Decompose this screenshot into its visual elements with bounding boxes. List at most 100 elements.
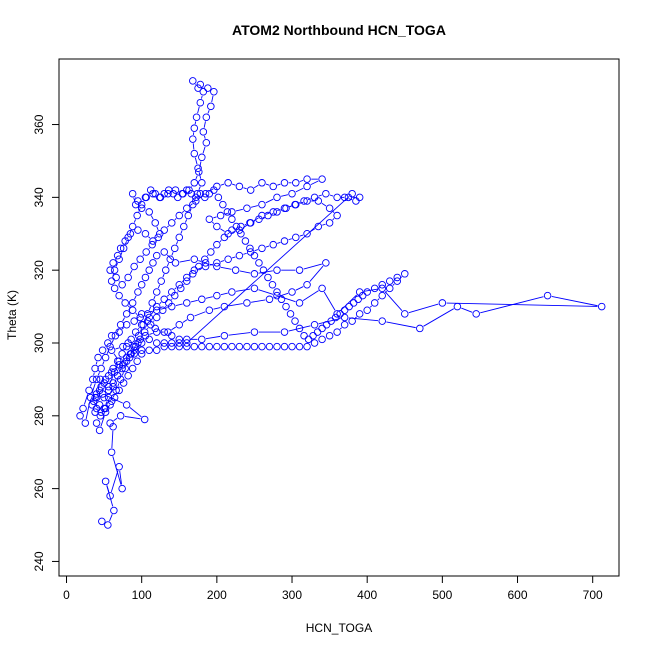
data-point	[269, 281, 276, 288]
data-point	[146, 209, 153, 216]
y-tick-label: 280	[32, 405, 46, 425]
data-point	[259, 343, 266, 350]
series-line-segment	[207, 255, 208, 256]
data-point	[102, 478, 109, 485]
data-point	[183, 205, 190, 212]
data-point	[229, 216, 236, 223]
data-point	[454, 303, 461, 310]
series-line-segment	[90, 383, 91, 386]
series-line-segment	[221, 261, 224, 262]
series-line-segment	[183, 284, 184, 285]
data-point	[138, 321, 145, 328]
data-point	[301, 332, 308, 339]
series-line-segment	[199, 187, 200, 190]
series-line-segment	[212, 222, 213, 223]
data-point	[225, 179, 232, 186]
data-point	[90, 376, 97, 383]
series-line-segment	[281, 297, 296, 302]
series-line-segment	[163, 274, 164, 277]
series-line-segment	[134, 219, 135, 222]
data-point	[161, 296, 168, 303]
data-point	[292, 234, 299, 241]
data-point	[349, 190, 356, 197]
data-point	[135, 289, 142, 296]
data-point	[274, 209, 281, 216]
series-line-segment	[160, 302, 161, 303]
data-point	[244, 300, 251, 307]
data-point	[125, 372, 132, 379]
series-line-segment	[289, 239, 292, 240]
data-point	[161, 227, 168, 234]
data-point	[138, 281, 145, 288]
series-line-segment	[201, 96, 202, 99]
data-point	[304, 230, 311, 237]
data-point	[232, 267, 239, 274]
y-tick-label: 360	[32, 114, 46, 134]
data-point	[113, 274, 120, 281]
data-point	[185, 212, 192, 219]
y-tick-label: 240	[32, 551, 46, 571]
data-point	[143, 249, 150, 256]
data-point	[220, 201, 227, 208]
data-point	[93, 420, 100, 427]
data-point	[122, 300, 129, 307]
series-line-segment	[296, 188, 303, 192]
data-point	[142, 230, 149, 237]
data-point	[214, 292, 221, 299]
data-point	[251, 252, 258, 259]
series-line-segment	[125, 416, 141, 418]
data-point	[287, 311, 294, 318]
series-line-segment	[175, 218, 176, 219]
data-point	[242, 238, 249, 245]
data-point	[119, 281, 126, 288]
series-line-segment	[195, 158, 197, 164]
data-point	[119, 351, 126, 358]
data-point	[80, 405, 87, 412]
y-tick-label: 340	[32, 187, 46, 207]
data-point	[379, 318, 386, 325]
series-line-segment	[289, 326, 311, 331]
series-line-segment	[236, 289, 250, 291]
data-point	[111, 267, 118, 274]
series-line-segment	[148, 237, 149, 238]
series-line-segment	[304, 264, 322, 269]
series-line-segment	[300, 235, 303, 236]
data-point	[323, 321, 330, 328]
series-line-segment	[167, 263, 168, 266]
series-line-segment	[266, 213, 269, 214]
data-point	[350, 300, 357, 307]
series-line-segment	[167, 295, 168, 296]
series-line-segment	[240, 271, 251, 273]
x-tick-label: 700	[583, 588, 603, 602]
data-point	[108, 278, 115, 285]
data-point	[206, 343, 213, 350]
series-line-segment	[182, 211, 183, 212]
data-point	[229, 289, 236, 296]
data-point	[191, 256, 198, 263]
data-point	[289, 289, 296, 296]
series-line-segment	[143, 255, 144, 256]
x-tick-label: 100	[132, 588, 152, 602]
data-point	[364, 307, 371, 314]
data-point	[112, 332, 119, 339]
series-line-segment	[378, 299, 379, 300]
data-point	[236, 343, 243, 350]
series-line-segment	[155, 241, 156, 242]
series-line-segment	[277, 184, 280, 185]
data-point	[315, 198, 322, 205]
series-line-segment	[137, 262, 138, 263]
data-point	[251, 285, 258, 292]
data-point	[208, 249, 215, 256]
series-line-segment	[128, 306, 129, 307]
data-point	[323, 260, 330, 267]
data-point	[161, 249, 168, 256]
data-point	[150, 260, 157, 267]
data-point	[281, 205, 288, 212]
data-point	[244, 343, 251, 350]
series-line-segment	[157, 227, 158, 230]
series-line-segment	[255, 250, 258, 251]
data-point	[142, 274, 149, 281]
series-line-segment	[180, 260, 191, 262]
data-point	[165, 329, 172, 336]
